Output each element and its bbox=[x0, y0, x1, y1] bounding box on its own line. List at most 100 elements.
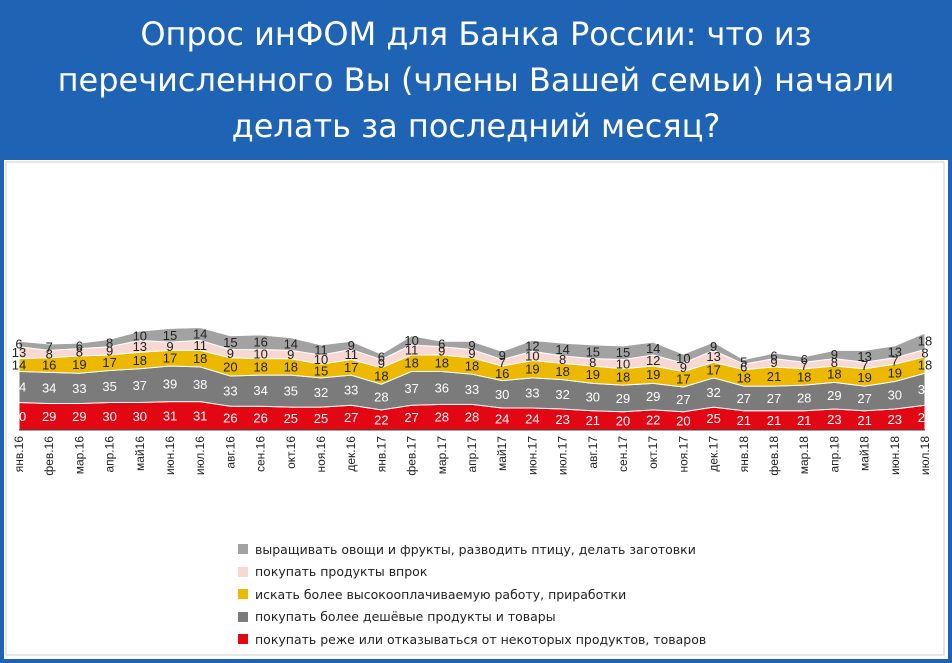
data-label-s0-16: 24 bbox=[495, 412, 509, 427]
x-tick-label-0: янв.16 bbox=[12, 436, 26, 473]
data-label-s1-4: 37 bbox=[133, 378, 147, 393]
x-tick-label-4: май16 bbox=[133, 436, 147, 471]
data-label-s4-17: 12 bbox=[525, 338, 539, 353]
data-label-s4-5: 15 bbox=[163, 328, 177, 343]
x-tick-label-27: апр.18 bbox=[827, 436, 841, 473]
x-tick-label-1: фев.16 bbox=[42, 436, 56, 476]
x-tick-label-25: фев.18 bbox=[767, 436, 781, 476]
data-label-s3-16: 7 bbox=[499, 355, 506, 370]
data-label-s3-19: 8 bbox=[589, 355, 596, 370]
data-label-s3-9: 9 bbox=[287, 347, 294, 362]
data-label-s1-6: 38 bbox=[193, 377, 207, 392]
data-label-s1-0: 34 bbox=[12, 379, 26, 394]
data-label-s4-20: 15 bbox=[616, 345, 630, 360]
data-label-s3-14: 9 bbox=[438, 343, 445, 358]
data-label-s2-27: 18 bbox=[827, 367, 841, 382]
x-tick-label-8: сен.16 bbox=[254, 436, 268, 472]
data-label-s1-11: 33 bbox=[344, 383, 358, 398]
data-label-s0-22: 20 bbox=[676, 413, 690, 428]
data-label-s1-14: 36 bbox=[435, 380, 449, 395]
data-label-s2-0: 14 bbox=[12, 358, 26, 373]
stacked-area-chart: 30 29 29 30 30 31 31 26 26 25 25 27 22 27 28 28 24 24 23 21… bbox=[5, 161, 945, 656]
data-label-s3-13: 11 bbox=[405, 342, 419, 357]
data-label-s4-21: 14 bbox=[646, 341, 660, 356]
data-label-s0-0: 30 bbox=[12, 409, 26, 424]
data-label-s0-28: 21 bbox=[857, 413, 871, 428]
data-label-s3-12: 9 bbox=[378, 356, 385, 371]
legend-item-0: покупать реже или отказываться от некото… bbox=[238, 628, 706, 651]
x-tick-label-14: мар.17 bbox=[435, 436, 449, 475]
data-label-s1-28: 27 bbox=[857, 391, 871, 406]
legend-item-1: покупать более дешёвые продукты и товары bbox=[238, 606, 706, 629]
x-tick-label-7: авг.16 bbox=[223, 436, 237, 469]
data-label-s3-30: 8 bbox=[921, 346, 928, 361]
data-label-s2-18: 18 bbox=[555, 364, 569, 379]
data-label-s3-17: 10 bbox=[525, 348, 539, 363]
data-label-s2-10: 15 bbox=[314, 363, 328, 378]
data-label-s2-6: 18 bbox=[193, 351, 207, 366]
x-tick-label-9: окт.16 bbox=[284, 436, 298, 469]
data-label-s4-22: 10 bbox=[676, 351, 690, 366]
legend-item-4: выращивать овощи и фрукты, разводить пти… bbox=[238, 538, 706, 561]
x-tick-label-26: мар.18 bbox=[797, 436, 811, 475]
data-label-s1-24: 27 bbox=[737, 391, 751, 406]
chart-title: Опрос инФОМ для Банка России: что из пер… bbox=[57, 15, 895, 145]
data-label-s4-6: 14 bbox=[193, 326, 207, 341]
data-label-s0-18: 23 bbox=[555, 412, 569, 427]
x-tick-label-19: авг.17 bbox=[586, 436, 600, 469]
data-label-s4-10: 11 bbox=[314, 342, 328, 357]
data-label-s0-6: 31 bbox=[193, 408, 207, 423]
data-label-s4-8: 16 bbox=[253, 335, 267, 350]
data-label-s3-25: 9 bbox=[770, 355, 777, 370]
data-label-s0-17: 24 bbox=[525, 412, 539, 427]
x-tick-label-13: фев.17 bbox=[405, 436, 419, 476]
data-label-s4-1: 7 bbox=[46, 340, 53, 355]
data-label-s1-13: 37 bbox=[404, 381, 418, 396]
x-tick-label-17: июн.17 bbox=[525, 436, 539, 475]
data-label-s1-12: 28 bbox=[374, 390, 388, 405]
x-tick-label-18: июл.17 bbox=[556, 436, 570, 475]
data-label-s2-5: 17 bbox=[163, 351, 177, 366]
data-label-s1-7: 33 bbox=[223, 384, 237, 399]
data-label-s2-20: 18 bbox=[616, 369, 630, 384]
data-label-s1-8: 34 bbox=[253, 383, 267, 398]
x-tick-label-15: апр.17 bbox=[465, 436, 479, 473]
data-label-s0-29: 23 bbox=[888, 412, 902, 427]
data-label-s2-30: 18 bbox=[918, 358, 932, 373]
data-label-s2-14: 18 bbox=[435, 356, 449, 371]
data-label-s3-2: 8 bbox=[76, 345, 83, 360]
series-area-4 bbox=[18, 327, 926, 365]
data-label-s0-13: 27 bbox=[404, 410, 418, 425]
data-label-s4-7: 15 bbox=[223, 335, 237, 350]
data-label-s2-13: 18 bbox=[404, 356, 418, 371]
data-label-s2-12: 18 bbox=[374, 369, 388, 384]
data-label-s0-15: 28 bbox=[465, 410, 479, 425]
data-label-s0-10: 25 bbox=[314, 411, 328, 426]
chart-frame bbox=[5, 161, 945, 656]
data-label-s3-22: 9 bbox=[680, 360, 687, 375]
data-label-s0-4: 30 bbox=[133, 409, 147, 424]
legend-swatch-2 bbox=[238, 589, 248, 600]
data-label-s1-5: 39 bbox=[163, 376, 177, 391]
data-label-s0-27: 23 bbox=[827, 412, 841, 427]
data-label-s1-2: 33 bbox=[72, 381, 86, 396]
data-label-s0-21: 22 bbox=[646, 412, 660, 427]
x-tick-label-20: сен.17 bbox=[616, 436, 630, 472]
data-label-s1-27: 29 bbox=[827, 388, 841, 403]
data-label-s3-6: 11 bbox=[193, 338, 207, 353]
data-label-s2-29: 19 bbox=[888, 365, 902, 380]
legend-label-1: покупать более дешёвые продукты и товары bbox=[255, 609, 556, 625]
data-label-s1-17: 33 bbox=[525, 385, 539, 400]
data-label-s4-23: 9 bbox=[710, 339, 717, 354]
data-label-s3-18: 8 bbox=[559, 352, 566, 367]
x-tick-label-24: янв.18 bbox=[737, 436, 751, 473]
data-label-s0-1: 29 bbox=[42, 409, 56, 424]
data-label-s4-19: 15 bbox=[586, 344, 600, 359]
data-label-s4-11: 9 bbox=[348, 338, 355, 353]
data-label-s4-4: 10 bbox=[133, 328, 147, 343]
data-label-s4-15: 9 bbox=[468, 338, 475, 353]
legend-label-4: выращивать овощи и фрукты, разводить пти… bbox=[255, 541, 696, 557]
legend-label-0: покупать реже или отказываться от некото… bbox=[255, 631, 707, 647]
data-label-s1-29: 30 bbox=[888, 388, 902, 403]
data-label-s0-24: 21 bbox=[737, 413, 751, 428]
